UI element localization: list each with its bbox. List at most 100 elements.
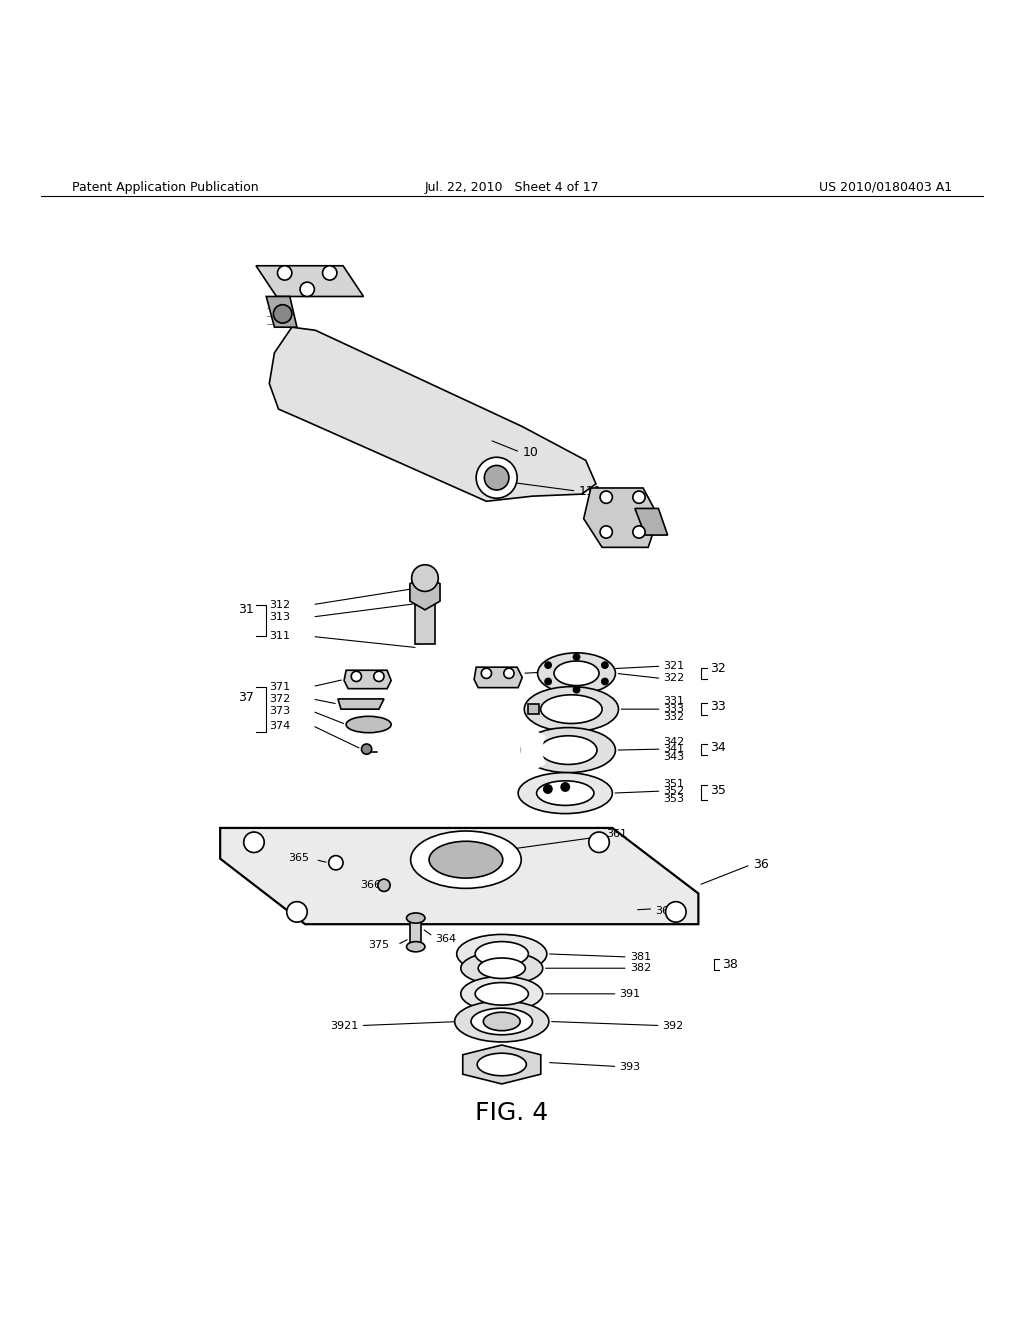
Ellipse shape <box>411 832 521 888</box>
Circle shape <box>481 668 492 678</box>
Circle shape <box>602 678 608 685</box>
Ellipse shape <box>429 841 503 878</box>
Circle shape <box>544 785 552 793</box>
Text: 371: 371 <box>269 681 291 692</box>
Circle shape <box>244 832 264 853</box>
Circle shape <box>589 832 609 853</box>
Circle shape <box>545 678 551 685</box>
Circle shape <box>287 902 307 923</box>
Text: 361: 361 <box>606 829 628 840</box>
Polygon shape <box>463 1045 541 1084</box>
Text: 111: 111 <box>579 484 602 498</box>
Text: 32: 32 <box>710 661 725 675</box>
Circle shape <box>323 265 337 280</box>
Circle shape <box>476 457 517 498</box>
Ellipse shape <box>540 735 597 764</box>
Circle shape <box>573 686 580 693</box>
Text: 381: 381 <box>630 952 651 962</box>
Ellipse shape <box>461 977 543 1011</box>
Text: Patent Application Publication: Patent Application Publication <box>72 181 258 194</box>
Bar <box>410 919 422 948</box>
Ellipse shape <box>461 952 543 985</box>
Text: 382: 382 <box>630 964 651 973</box>
Circle shape <box>600 491 612 503</box>
Polygon shape <box>635 508 668 535</box>
Text: 373: 373 <box>269 706 291 717</box>
Circle shape <box>573 653 580 660</box>
Polygon shape <box>220 828 698 924</box>
Ellipse shape <box>483 1012 520 1031</box>
Text: FIG. 4: FIG. 4 <box>475 1101 549 1125</box>
Text: 37: 37 <box>238 692 254 705</box>
Polygon shape <box>410 576 440 610</box>
Circle shape <box>545 663 551 668</box>
Ellipse shape <box>477 1053 526 1076</box>
Text: 321: 321 <box>664 661 685 671</box>
Text: 392: 392 <box>663 1020 684 1031</box>
Circle shape <box>600 525 612 539</box>
Circle shape <box>374 672 384 681</box>
Ellipse shape <box>554 661 599 685</box>
Text: 362: 362 <box>655 906 677 916</box>
Circle shape <box>300 282 314 297</box>
Text: 33: 33 <box>710 700 725 713</box>
Circle shape <box>273 305 292 323</box>
Ellipse shape <box>537 781 594 805</box>
Circle shape <box>633 525 645 539</box>
Circle shape <box>361 744 372 754</box>
Polygon shape <box>344 671 391 689</box>
Text: 3921: 3921 <box>330 1020 358 1031</box>
Polygon shape <box>474 667 522 688</box>
Text: 374: 374 <box>269 721 291 730</box>
Circle shape <box>504 668 514 678</box>
Text: 375: 375 <box>369 940 390 949</box>
Text: 393: 393 <box>620 1061 641 1072</box>
Text: 341: 341 <box>664 744 685 754</box>
Circle shape <box>666 902 686 923</box>
Circle shape <box>329 855 343 870</box>
Text: 353: 353 <box>664 795 685 804</box>
Text: 36: 36 <box>753 858 768 871</box>
Circle shape <box>351 672 361 681</box>
Text: 352: 352 <box>664 787 685 796</box>
Text: Jul. 22, 2010   Sheet 4 of 17: Jul. 22, 2010 Sheet 4 of 17 <box>425 181 599 194</box>
Text: 312: 312 <box>269 599 291 610</box>
Circle shape <box>561 783 569 791</box>
Text: 311: 311 <box>269 631 291 642</box>
Text: 31: 31 <box>239 603 254 616</box>
Text: 364: 364 <box>435 933 457 944</box>
Ellipse shape <box>518 772 612 813</box>
Ellipse shape <box>478 958 525 978</box>
Circle shape <box>378 879 390 891</box>
Ellipse shape <box>475 941 528 966</box>
Text: 366: 366 <box>360 880 382 890</box>
Text: US 2010/0180403 A1: US 2010/0180403 A1 <box>819 181 952 194</box>
Text: 332: 332 <box>664 713 685 722</box>
Text: 391: 391 <box>620 989 641 999</box>
Text: 351: 351 <box>664 779 685 789</box>
Polygon shape <box>256 265 364 297</box>
Text: 343: 343 <box>664 752 685 762</box>
Polygon shape <box>528 704 539 714</box>
Text: 322: 322 <box>664 673 685 684</box>
Ellipse shape <box>538 653 615 694</box>
Circle shape <box>602 663 608 668</box>
Ellipse shape <box>457 935 547 973</box>
Polygon shape <box>269 327 596 502</box>
Ellipse shape <box>541 694 602 723</box>
Wedge shape <box>521 726 545 774</box>
Ellipse shape <box>346 717 391 733</box>
Bar <box>415 587 435 644</box>
Ellipse shape <box>407 941 425 952</box>
Circle shape <box>412 565 438 591</box>
Text: 342: 342 <box>664 737 685 747</box>
Polygon shape <box>338 698 384 709</box>
Polygon shape <box>266 297 297 327</box>
Text: 35: 35 <box>710 784 726 796</box>
Text: 38: 38 <box>722 957 738 970</box>
Text: 313: 313 <box>269 612 291 622</box>
Ellipse shape <box>407 913 425 923</box>
Text: 365: 365 <box>288 853 309 863</box>
Polygon shape <box>584 488 658 548</box>
Text: 34: 34 <box>710 741 725 754</box>
